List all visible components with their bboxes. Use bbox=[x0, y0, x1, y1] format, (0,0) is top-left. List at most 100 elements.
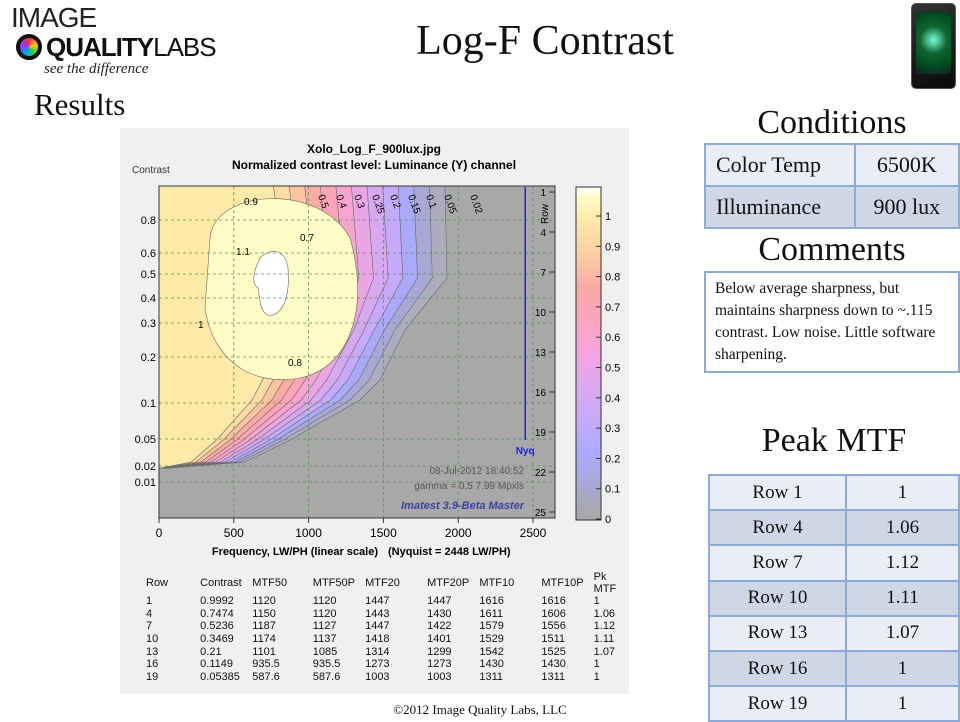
y-tick-label: 0.4 bbox=[141, 293, 156, 305]
table-cell: 1447 bbox=[365, 595, 390, 608]
table-cell: 1150 bbox=[252, 607, 276, 620]
table-row: Row 10 1.11 bbox=[708, 579, 960, 617]
table-cell: 1299 bbox=[427, 645, 452, 658]
condition-value: 6500K bbox=[853, 143, 960, 187]
table-cell: 1430 bbox=[479, 658, 504, 671]
row-tick-label: 22 bbox=[535, 468, 547, 479]
table-cell: 1137 bbox=[312, 633, 337, 646]
eye-logo-icon bbox=[16, 34, 42, 60]
plot-title: Xolo_Log_F_900lux.jpg bbox=[307, 142, 441, 156]
nyquist-label: Nyq bbox=[516, 446, 535, 457]
table-cell: 1606 bbox=[541, 607, 566, 620]
table-cell: 587.6 bbox=[252, 670, 280, 683]
table-row: Row 19 1 bbox=[708, 685, 960, 722]
table-cell: 1003 bbox=[365, 670, 390, 683]
column-header: MTF50P bbox=[312, 577, 355, 589]
table-cell: 1422 bbox=[427, 620, 452, 633]
company-logo: IMAGE QUALITYLABS see the difference bbox=[8, 2, 217, 78]
contour-label: 1 bbox=[198, 320, 204, 331]
row-tick-label: 13 bbox=[535, 348, 547, 359]
column-header: Contrast bbox=[200, 577, 242, 589]
table-cell: 1.06 bbox=[593, 607, 616, 620]
peak-value: 1.06 bbox=[845, 509, 960, 547]
row-tick-label: 25 bbox=[535, 508, 547, 519]
peak-row-label: Row 13 bbox=[708, 614, 847, 652]
peak-row-label: Row 19 bbox=[708, 685, 847, 722]
table-cell: 13 bbox=[146, 645, 159, 658]
table-cell: 1101 bbox=[252, 645, 276, 658]
column-header: MTF50 bbox=[252, 577, 288, 589]
table-cell: 1542 bbox=[479, 645, 504, 658]
table-row: Row 13 1.07 bbox=[708, 614, 960, 652]
table-cell: 1 bbox=[593, 595, 600, 608]
column-header: Row bbox=[146, 577, 169, 589]
contour-label: 0.4 bbox=[333, 193, 348, 210]
table-cell: 1085 bbox=[312, 645, 338, 658]
column-header: MTF10 bbox=[479, 577, 515, 589]
table-cell: 1447 bbox=[427, 595, 452, 608]
y-axis-label: Contrast bbox=[132, 165, 170, 176]
column-header: MTF20 bbox=[365, 577, 400, 589]
y-tick-label: 0.5 bbox=[141, 269, 156, 281]
table-cell: 587.6 bbox=[312, 670, 341, 683]
imatest-plot-panel: Xolo_Log_F_900lux.jpg Normalized contras… bbox=[120, 128, 629, 694]
contour-label: 0.8 bbox=[288, 358, 302, 369]
peak-row-label: Row 7 bbox=[708, 544, 847, 582]
colorbar-tick-label: 0.3 bbox=[605, 423, 620, 435]
contour-label: 1.1 bbox=[236, 247, 250, 258]
x-tick-label: 2500 bbox=[520, 526, 547, 540]
page-title: Log-F Contrast bbox=[416, 18, 674, 64]
colorbar-tick-label: 0.2 bbox=[605, 453, 620, 465]
column-header: Pk MTF bbox=[593, 571, 617, 595]
logo-line2: QUALITYLABS bbox=[46, 34, 217, 60]
row-tick-label: 7 bbox=[540, 268, 546, 279]
peak-value: 1.11 bbox=[845, 579, 960, 617]
table-row: 13 0.21 1101 1085 1314 1299 1542 1525 1.07 bbox=[146, 645, 629, 658]
peak-row-label: Row 4 bbox=[708, 509, 847, 547]
colorbar-tick-label: 0.8 bbox=[605, 272, 620, 284]
y-tick-label: 0.2 bbox=[141, 352, 156, 364]
colorbar-tick-label: 0.5 bbox=[605, 363, 620, 375]
peak-row-label: Row 10 bbox=[708, 579, 847, 617]
y-tick-label: 0.6 bbox=[141, 248, 156, 260]
logo-line1: IMAGE bbox=[11, 2, 97, 33]
contour-band-1-1 bbox=[253, 251, 289, 317]
peak-value: 1 bbox=[845, 685, 960, 722]
row-tick-label: 4 bbox=[540, 228, 546, 239]
results-heading: Results bbox=[34, 87, 126, 122]
table-cell: 1579 bbox=[479, 620, 504, 633]
contour-label: 0.2 bbox=[387, 193, 402, 210]
colorbar-tick-label: 0.6 bbox=[605, 332, 620, 344]
comments-box: Below average sharpness, but maintains s… bbox=[704, 271, 960, 373]
column-header: MTF10P bbox=[541, 577, 584, 589]
peak-value: 1 bbox=[845, 649, 960, 688]
x-axis-label: Frequency, LW/PH (linear scale) bbox=[212, 546, 378, 558]
table-cell: 1616 bbox=[479, 595, 504, 608]
table-cell: 0.05385 bbox=[200, 670, 240, 683]
table-row: 7 0.5236 1187 1127 1447 1422 1579 1556 1.12 bbox=[146, 620, 629, 633]
table-cell: 1447 bbox=[365, 620, 390, 633]
peak-value: 1.12 bbox=[845, 544, 960, 582]
y-tick-label: 0.02 bbox=[135, 461, 156, 473]
y-tick-label: 0.1 bbox=[141, 398, 156, 410]
table-cell: 0.9992 bbox=[200, 595, 234, 608]
table-cell: 1430 bbox=[427, 607, 452, 620]
table-cell: 7 bbox=[146, 620, 153, 633]
peak-mtf-heading: Peak MTF bbox=[761, 422, 907, 459]
colorbar-tick-label: 0.9 bbox=[605, 241, 620, 253]
table-cell: 1511 bbox=[541, 633, 566, 646]
colorbar-tick-label: 0.4 bbox=[605, 393, 620, 405]
table-cell: 10 bbox=[146, 633, 159, 646]
colorbar bbox=[575, 186, 602, 521]
table-row: Row 7 1.12 bbox=[708, 544, 960, 582]
logo-tagline: see the difference bbox=[44, 61, 149, 77]
table-cell: 16 bbox=[146, 658, 159, 671]
x-tick-label: 500 bbox=[224, 526, 244, 540]
table-cell: 19 bbox=[146, 670, 159, 683]
conditions-heading: Conditions bbox=[757, 104, 907, 141]
colorbar-tick-label: 0.1 bbox=[605, 484, 620, 496]
table-cell: 1.07 bbox=[593, 645, 616, 658]
table-row: Row 16 1 bbox=[708, 649, 960, 688]
copyright-footer: ©2012 Image Quality Labs, LLC bbox=[393, 702, 567, 717]
table-cell: 935.5 bbox=[312, 658, 341, 671]
